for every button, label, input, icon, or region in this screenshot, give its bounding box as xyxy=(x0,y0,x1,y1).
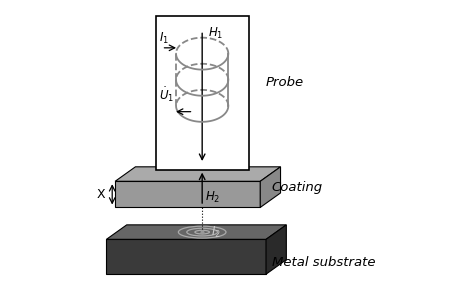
Text: $H_1$: $H_1$ xyxy=(208,25,223,40)
Polygon shape xyxy=(260,167,281,207)
Text: $H_2$: $H_2$ xyxy=(205,190,220,205)
Polygon shape xyxy=(106,239,266,274)
Text: Coating: Coating xyxy=(272,180,323,194)
Text: $I_2$: $I_2$ xyxy=(211,224,221,240)
Polygon shape xyxy=(106,225,286,239)
Polygon shape xyxy=(266,225,286,274)
Text: Probe: Probe xyxy=(266,76,304,89)
Polygon shape xyxy=(115,181,260,207)
Text: Metal substrate: Metal substrate xyxy=(272,256,375,269)
Polygon shape xyxy=(115,167,281,181)
Text: X: X xyxy=(96,188,105,201)
Text: $\dot{U}_1$: $\dot{U}_1$ xyxy=(159,86,174,104)
Bar xyxy=(156,16,248,170)
Text: $I_1$: $I_1$ xyxy=(159,31,169,46)
